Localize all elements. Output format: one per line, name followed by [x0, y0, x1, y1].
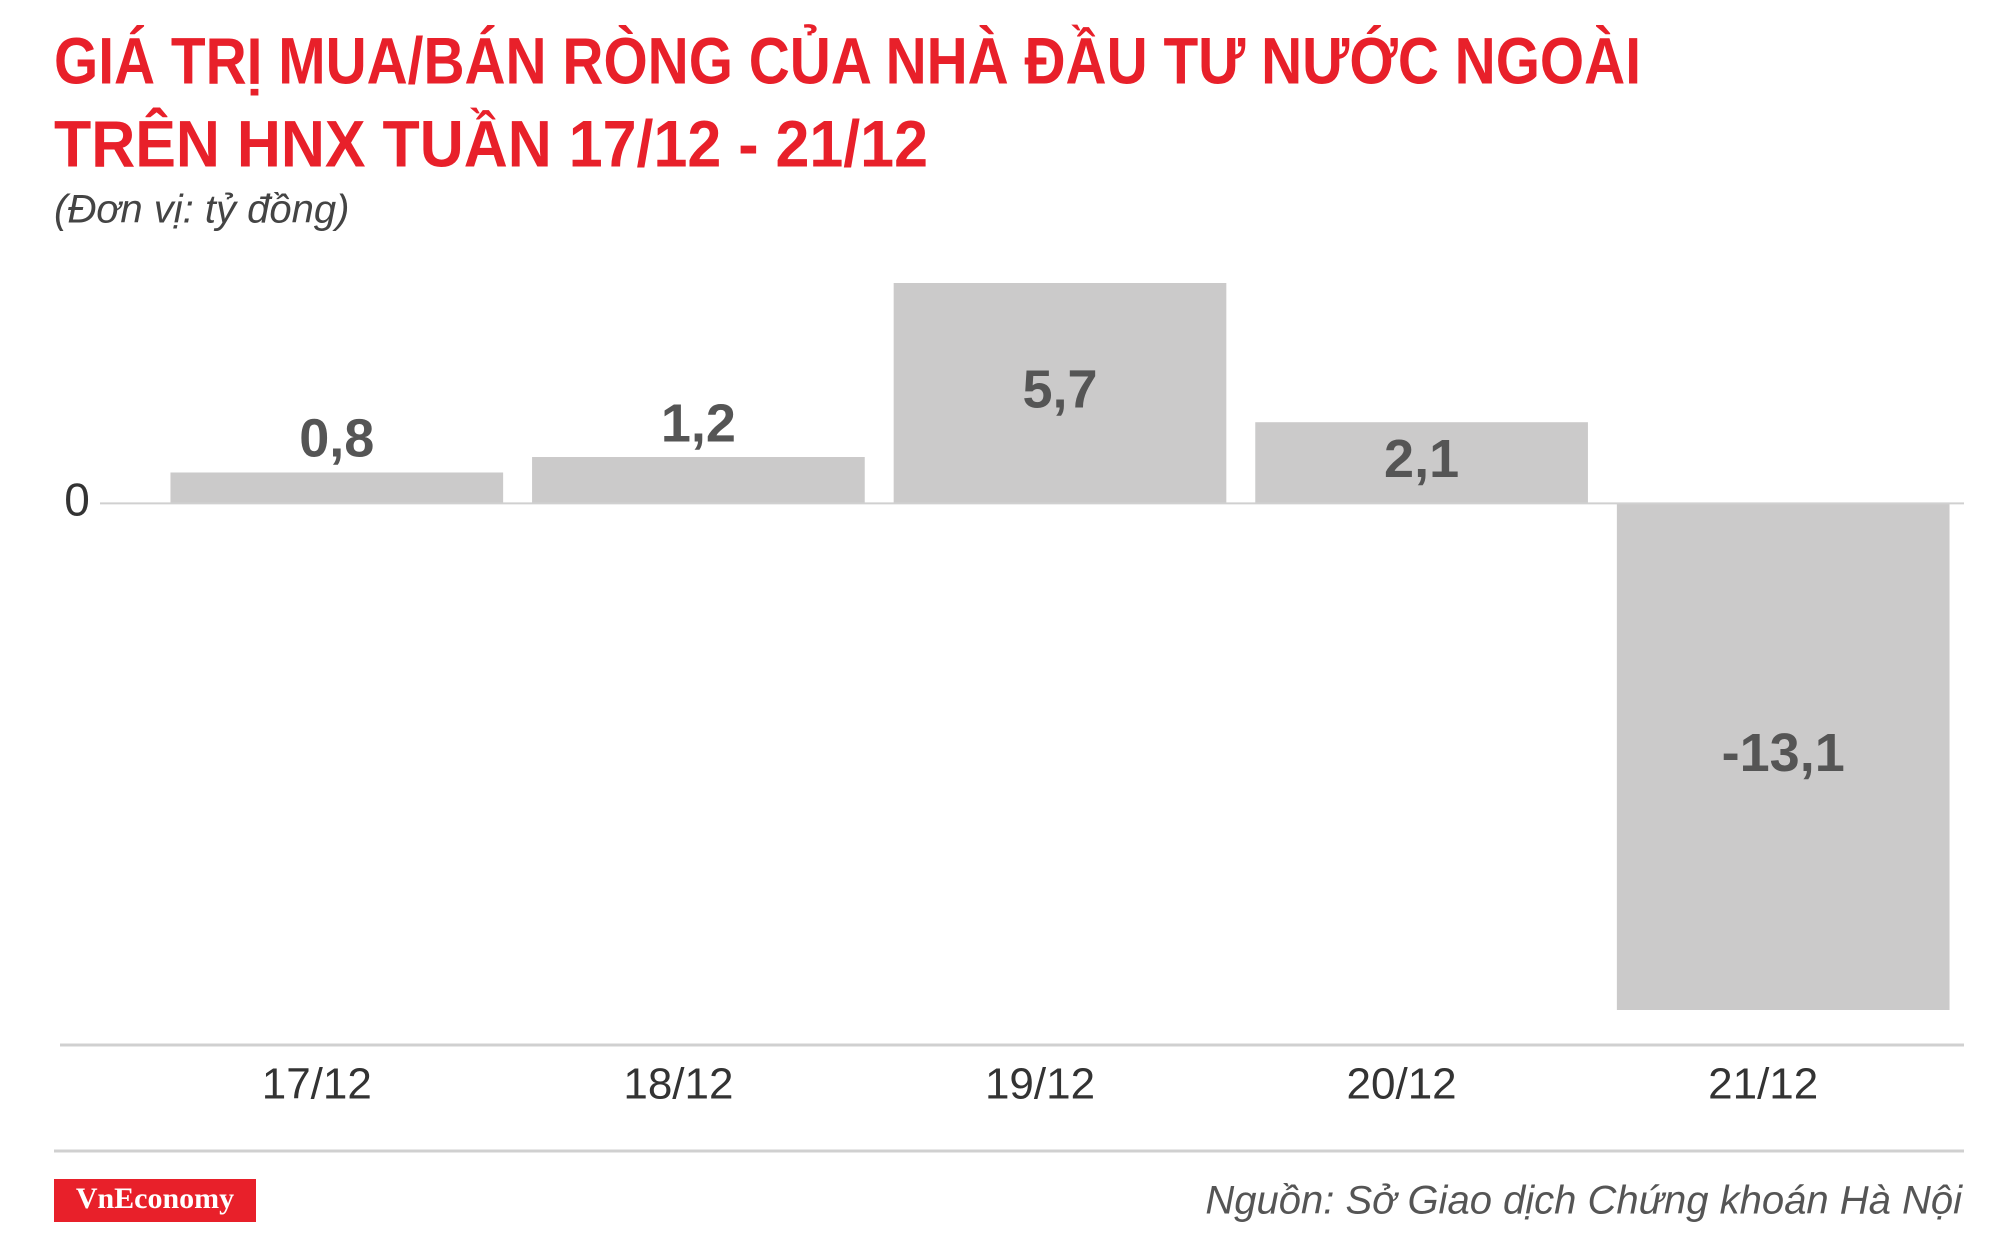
source: Nguồn: Sở Giao dịch Chứng khoán Hà Nội: [1205, 1179, 1963, 1223]
x-tick-label: 20/12: [1347, 1060, 1457, 1109]
bar: [893, 283, 1227, 504]
value-label: 2,1: [1384, 429, 1459, 489]
logo: VnEconomy: [76, 1182, 234, 1215]
bar: [170, 472, 504, 504]
logo-box: [54, 1179, 256, 1222]
value-label: 5,7: [1022, 359, 1097, 419]
value-label: 0,8: [299, 409, 374, 469]
chart-title: GIÁ TRỊ MUA/BÁN RÒNG CỦA NHÀ ĐẦU TƯ NƯỚC…: [54, 23, 1641, 97]
bar: [532, 457, 865, 504]
y-tick-label: 0: [64, 474, 90, 526]
x-tick-label: 18/12: [623, 1060, 733, 1109]
bar: [1616, 503, 1950, 1010]
x-tick-label: 19/12: [985, 1060, 1095, 1109]
chart-title: TRÊN HNX TUẦN 17/12 - 21/12: [54, 106, 928, 180]
value-label: 1,2: [661, 393, 736, 453]
x-tick-label: 21/12: [1708, 1060, 1818, 1109]
chart-subtitle: (Đơn vị: tỷ đồng): [54, 188, 349, 232]
bar: [1255, 422, 1588, 504]
value-label: -13,1: [1722, 723, 1845, 783]
x-tick-label: 17/12: [262, 1060, 372, 1109]
